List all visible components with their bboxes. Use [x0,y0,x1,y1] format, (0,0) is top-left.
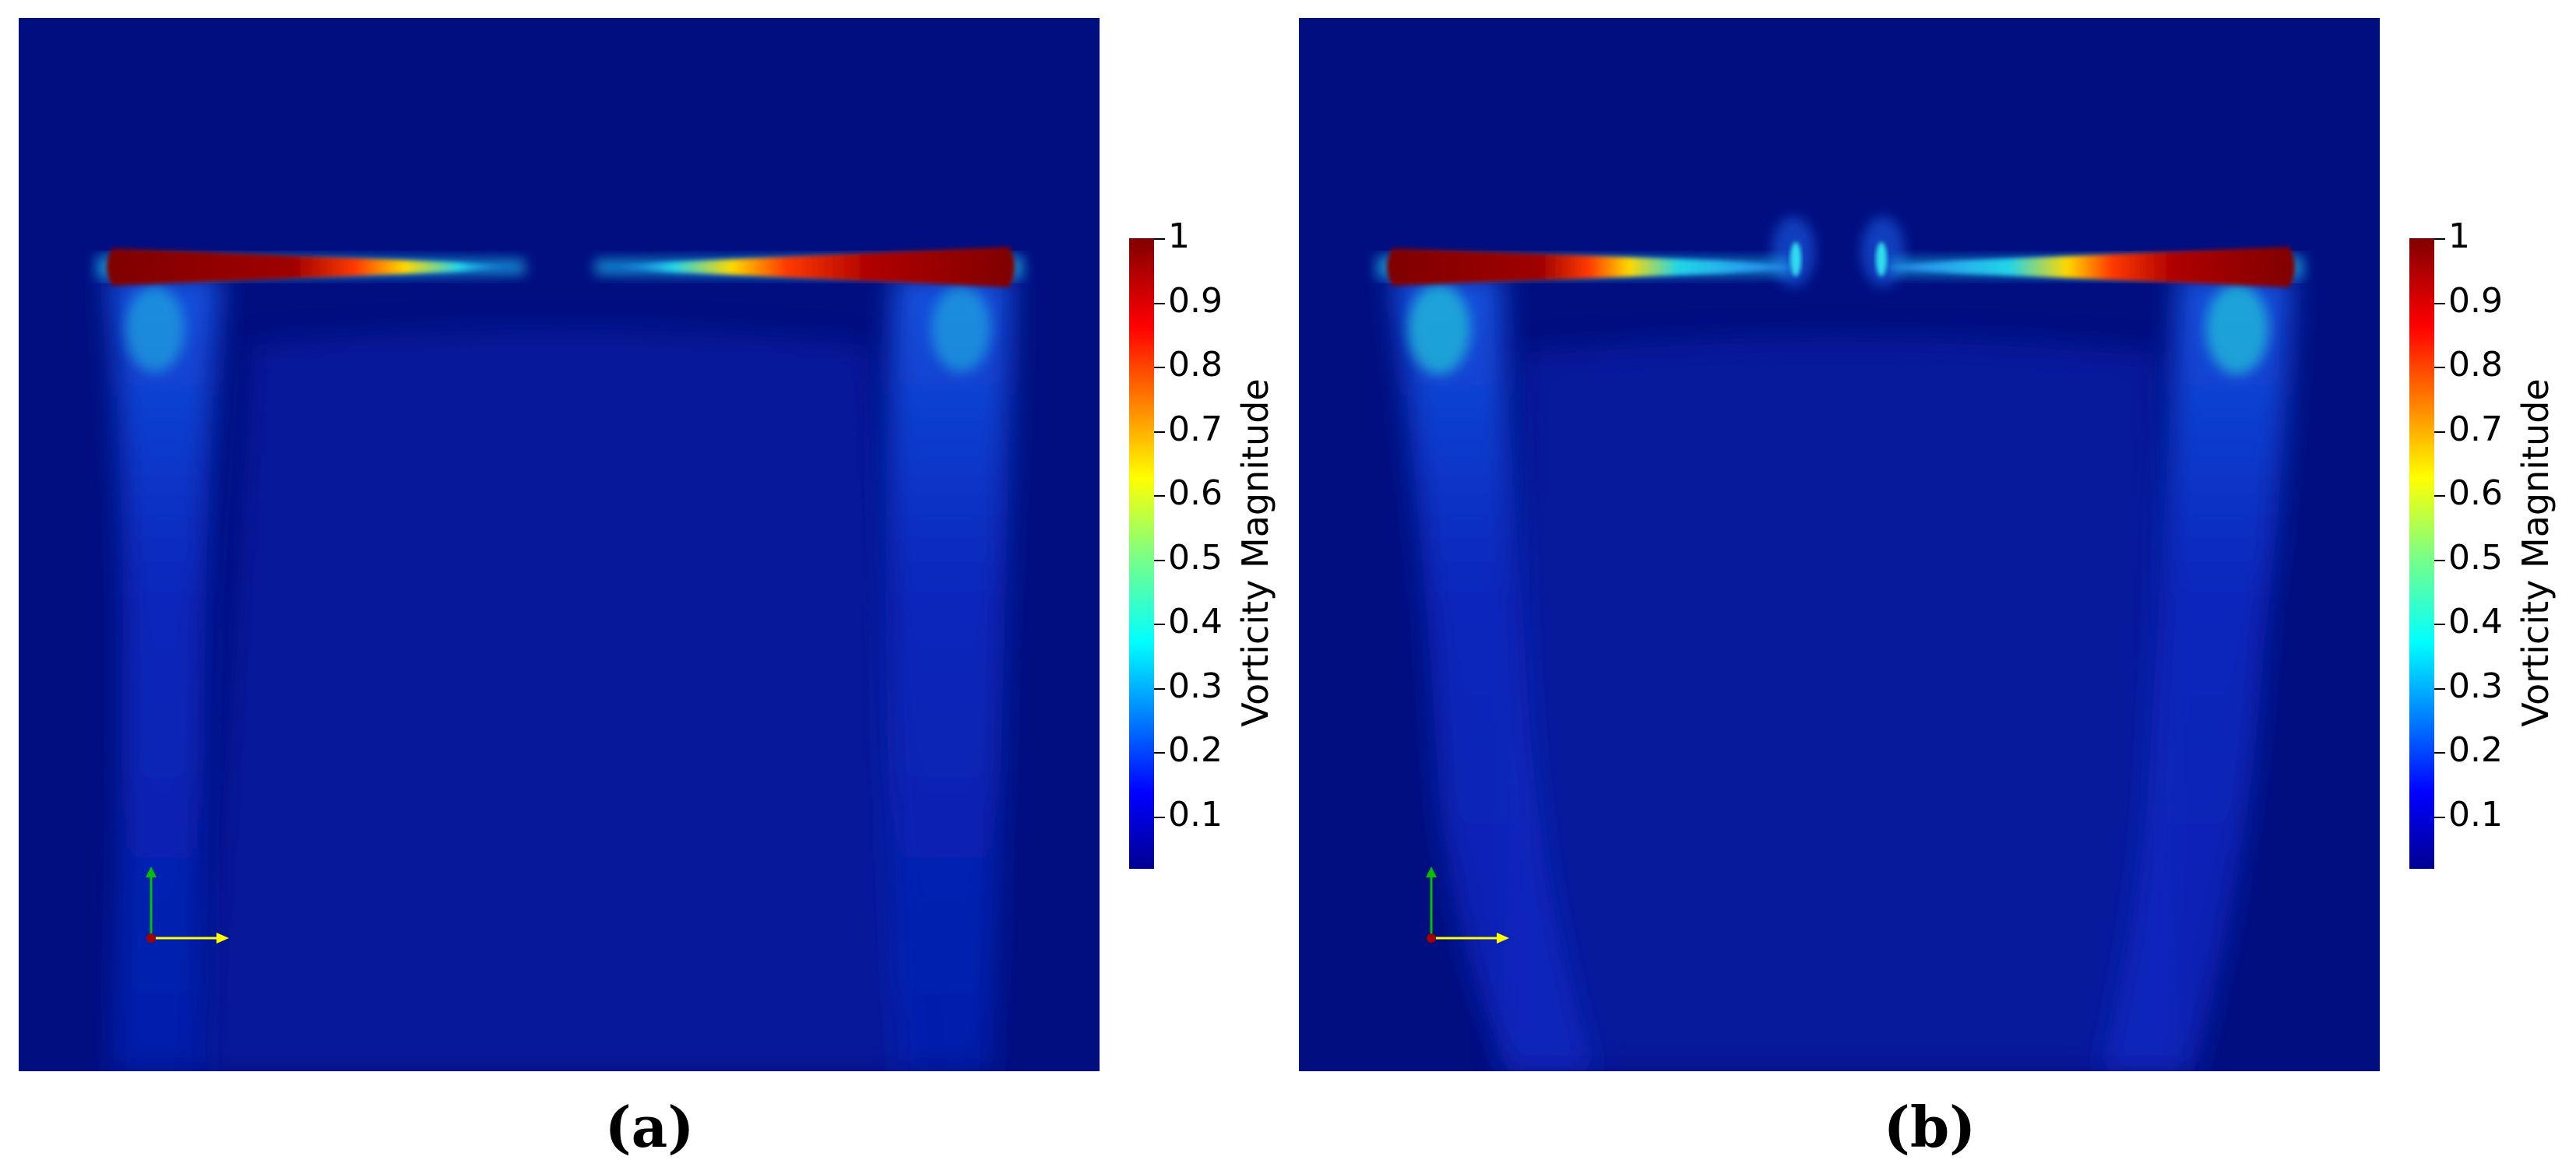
colorbar-tick [2434,495,2445,497]
colorbar-tick [1154,431,1165,433]
colorbar-tick [2434,624,2445,625]
colorbar-tick-label: 0.8 [1168,345,1223,385]
colorbar-tick-label: 0.9 [1168,281,1223,321]
colorbar-tick-label: 0.1 [1168,795,1223,835]
vorticity-field-b [1299,18,2380,1071]
vorticity-field-a [19,18,1100,1071]
colorbar-tick-label: 0.1 [2448,795,2503,835]
colorbar-tick-label: 0.6 [2448,473,2503,513]
panel-caption: (a) [604,1094,695,1160]
axes-triad-icon [1426,866,1509,944]
panel-caption: (b) [1883,1094,1976,1160]
colorbar-tick-label: 0.2 [1168,730,1223,770]
colorbar-tick-label: 0.4 [2448,602,2503,641]
panel-a: 1 0.9 0.8 0.7 0.6 0.5 0.4 0.3 0.2 0.1 Vo… [0,0,1277,1174]
colorbar [2409,238,2434,869]
colorbar-tick [1154,560,1165,561]
colorbar-tick [2434,817,2445,818]
axes-triad-icon [146,866,229,944]
colorbar-tick [1154,367,1165,368]
colorbar-title: Vorticity Magnitude [2514,378,2557,727]
colorbar-tick [2434,431,2445,433]
colorbar-tick [2434,303,2445,304]
colorbar-tick-label: 0.8 [2448,345,2503,385]
colorbar-tick-label: 0.4 [1168,602,1223,641]
colorbar-tick-label: 0.5 [2448,538,2503,578]
colorbar-tick-label: 0.7 [2448,409,2503,449]
colorbar-tick [1154,688,1165,690]
colorbar-tick [2434,752,2445,754]
colorbar-tick-label: 1 [2448,216,2470,256]
colorbar-tick-label: 0.3 [1168,666,1223,706]
colorbar-title: Vorticity Magnitude [1234,378,1276,727]
colorbar-tick [1154,495,1165,497]
colorbar-tick-label: 0.5 [1168,538,1223,578]
colorbar-tick-label: 0.3 [2448,666,2503,706]
colorbar-tick [2434,367,2445,368]
colorbar-tick [1154,303,1165,304]
colorbar [1129,238,1154,869]
colorbar-tick-label: 0.6 [1168,473,1223,513]
colorbar-tick [1154,752,1165,754]
colorbar-tick [2434,238,2445,240]
panel-b: 1 0.9 0.8 0.7 0.6 0.5 0.4 0.3 0.2 0.1 Vo… [1280,0,2557,1174]
colorbar-tick-label: 1 [1168,216,1190,256]
colorbar-tick-label: 0.9 [2448,281,2503,321]
colorbar-tick [2434,560,2445,561]
colorbar-tick-label: 0.2 [2448,730,2503,770]
colorbar-tick [2434,688,2445,690]
colorbar-tick [1154,238,1165,240]
colorbar-tick [1154,817,1165,818]
colorbar-tick [1154,624,1165,625]
colorbar-tick-label: 0.7 [1168,409,1223,449]
